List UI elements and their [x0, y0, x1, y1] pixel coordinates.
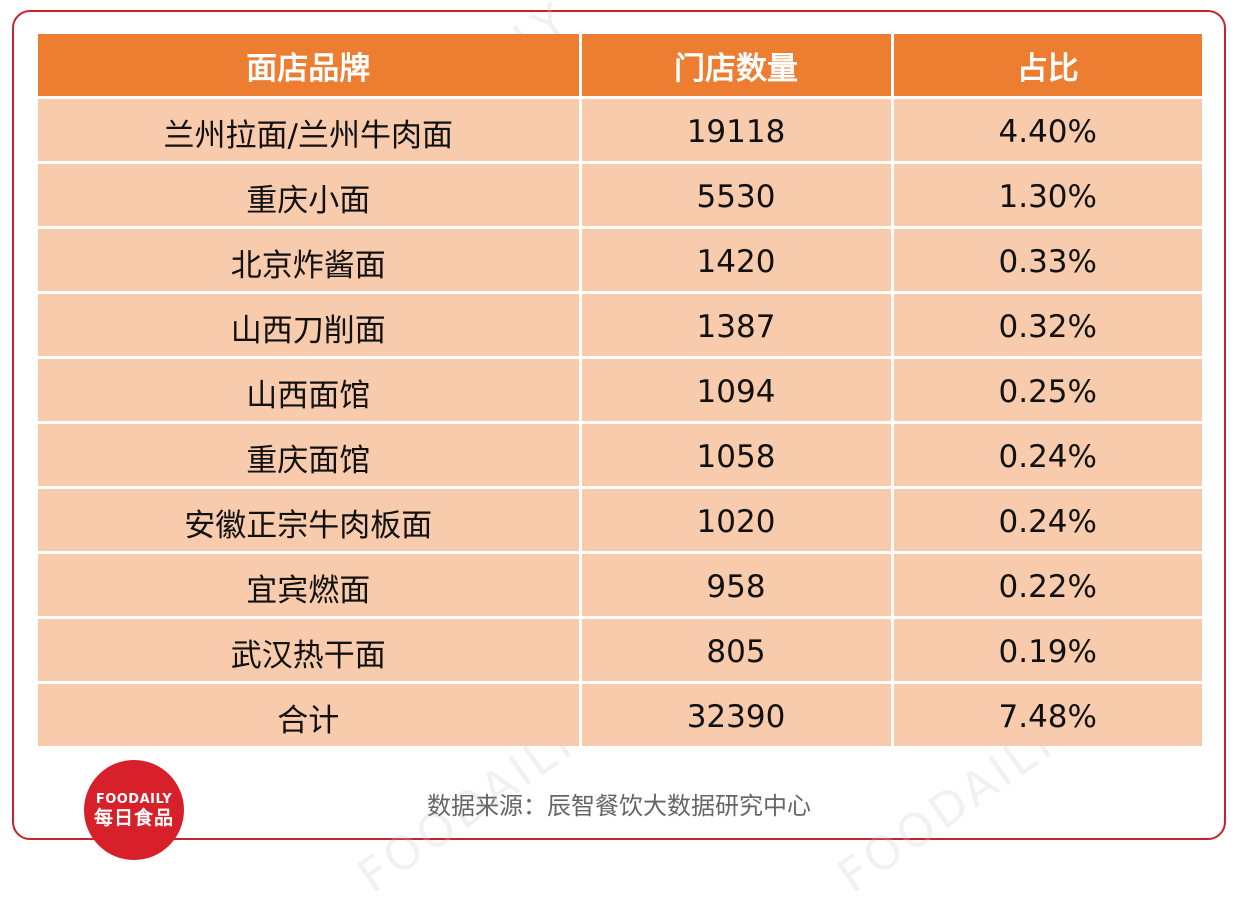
- cell-brand: 山西刀削面: [38, 291, 582, 359]
- cell-total-share: 7.48%: [890, 681, 1202, 746]
- cell-brand: 宜宾燃面: [38, 551, 582, 619]
- cell-store-count: 5530: [578, 161, 894, 229]
- cell-brand: 山西面馆: [38, 356, 582, 424]
- source-note: 数据来源：辰智餐饮大数据研究中心: [427, 792, 811, 820]
- cell-brand: 武汉热干面: [38, 616, 582, 684]
- cell-brand: 重庆小面: [38, 161, 582, 229]
- table-row: 宜宾燃面 958 0.22%: [38, 551, 1202, 619]
- foodaily-logo: FOODAILY 每日食品: [84, 760, 184, 860]
- cell-store-count: 1387: [578, 291, 894, 359]
- cell-brand: 安徽正宗牛肉板面: [38, 486, 582, 554]
- header-brand: 面店品牌: [38, 34, 582, 99]
- table-row: 山西刀削面 1387 0.32%: [38, 291, 1202, 359]
- cell-share: 1.30%: [890, 161, 1202, 229]
- cell-share: 0.19%: [890, 616, 1202, 684]
- table-row: 重庆小面 5530 1.30%: [38, 161, 1202, 229]
- cell-total-label: 合计: [38, 681, 582, 746]
- table-row: 安徽正宗牛肉板面 1020 0.24%: [38, 486, 1202, 554]
- cell-store-count: 1058: [578, 421, 894, 489]
- table-row: 重庆面馆 1058 0.24%: [38, 421, 1202, 489]
- cell-brand: 北京炸酱面: [38, 226, 582, 294]
- noodle-brand-table: 面店品牌 门店数量 占比 兰州拉面/兰州牛肉面 19118 4.40% 重庆小面…: [38, 34, 1202, 746]
- table-row: 山西面馆 1094 0.25%: [38, 356, 1202, 424]
- header-store-count: 门店数量: [578, 34, 894, 99]
- table-header-row: 面店品牌 门店数量 占比: [38, 34, 1202, 99]
- cell-brand: 重庆面馆: [38, 421, 582, 489]
- cell-brand: 兰州拉面/兰州牛肉面: [38, 96, 582, 164]
- logo-text-cn: 每日食品: [93, 807, 174, 829]
- cell-share: 0.24%: [890, 486, 1202, 554]
- cell-store-count: 1094: [578, 356, 894, 424]
- cell-store-count: 958: [578, 551, 894, 619]
- header-share: 占比: [890, 34, 1202, 99]
- cell-store-count: 19118: [578, 96, 894, 164]
- table-row: 北京炸酱面 1420 0.33%: [38, 226, 1202, 294]
- logo-text-en: FOODAILY: [95, 792, 173, 807]
- table-row: 兰州拉面/兰州牛肉面 19118 4.40%: [38, 96, 1202, 164]
- cell-share: 4.40%: [890, 96, 1202, 164]
- cell-share: 0.24%: [890, 421, 1202, 489]
- cell-share: 0.22%: [890, 551, 1202, 619]
- cell-store-count: 1420: [578, 226, 894, 294]
- table-row: 武汉热干面 805 0.19%: [38, 616, 1202, 684]
- cell-share: 0.33%: [890, 226, 1202, 294]
- cell-share: 0.25%: [890, 356, 1202, 424]
- cell-store-count: 1020: [578, 486, 894, 554]
- cell-share: 0.32%: [890, 291, 1202, 359]
- cell-store-count: 805: [578, 616, 894, 684]
- cell-total-store-count: 32390: [578, 681, 894, 746]
- table-total-row: 合计 32390 7.48%: [38, 681, 1202, 746]
